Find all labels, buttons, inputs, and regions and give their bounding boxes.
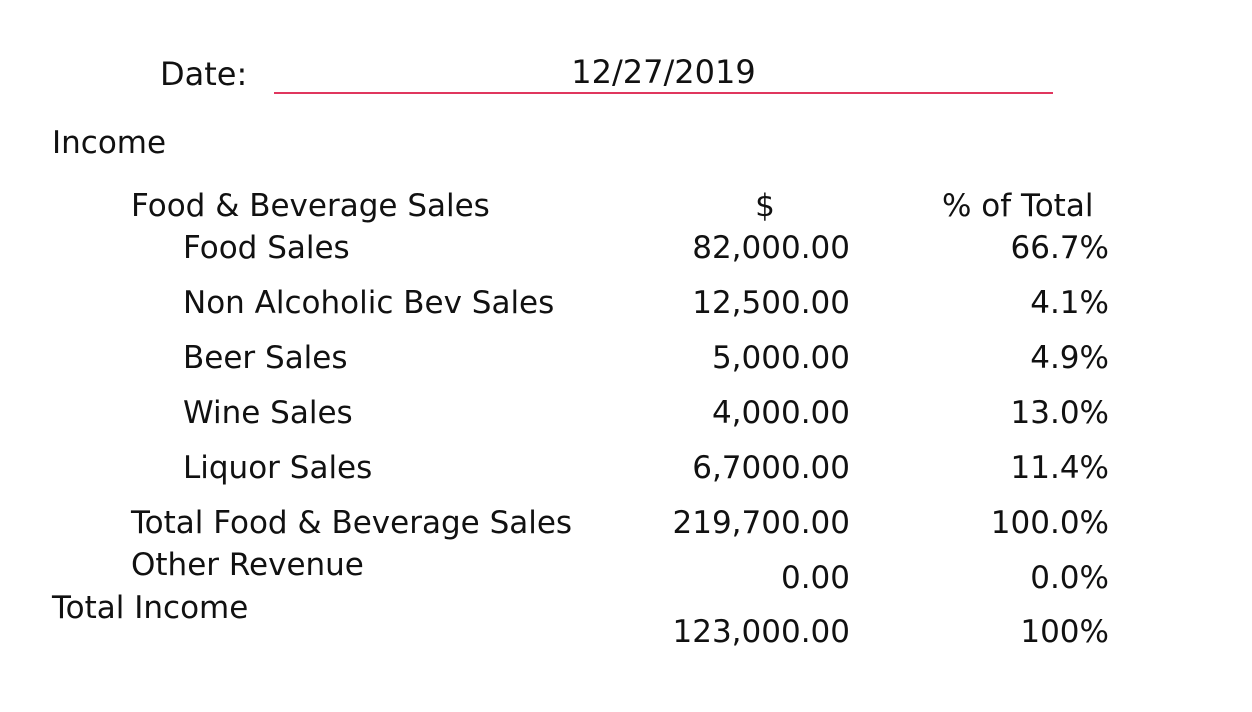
column-header-amount: $	[755, 188, 775, 224]
row-label-food-sales: Food Sales	[183, 230, 350, 266]
row-label-wine-sales: Wine Sales	[183, 395, 353, 431]
row-amount-beer-sales: 5,000.00	[711, 340, 850, 376]
row-percent-beer-sales: 4.9%	[1030, 340, 1109, 376]
row-percent-wine-sales: 13.0%	[1010, 395, 1109, 431]
date-underline	[274, 92, 1053, 94]
group-label-food-beverage: Food & Beverage Sales	[131, 188, 490, 224]
row-amount-wine-sales: 4,000.00	[711, 395, 850, 431]
total-income-amount: 123,000.00	[672, 614, 851, 650]
section-title-income: Income	[52, 125, 167, 161]
row-label-non-alcoholic-bev-sales: Non Alcoholic Bev Sales	[183, 285, 555, 321]
row-amount-liquor-sales: 6,7000.00	[692, 450, 850, 486]
row-percent-food-sales: 66.7%	[1010, 230, 1109, 266]
row-amount-food-sales: 82,000.00	[692, 230, 850, 266]
row-label-liquor-sales: Liquor Sales	[183, 450, 373, 486]
row-percent-liquor-sales: 11.4%	[1010, 450, 1109, 486]
date-value: 12/27/2019	[571, 53, 756, 91]
total-income-percent: 100%	[1020, 614, 1109, 650]
total-fb-label: Total Food & Beverage Sales	[131, 505, 573, 541]
row-percent-non-alcoholic-bev-sales: 4.1%	[1030, 285, 1109, 321]
row-amount-non-alcoholic-bev-sales: 12,500.00	[692, 285, 850, 321]
other-revenue-label: Other Revenue	[131, 547, 364, 583]
other-revenue-percent: 0.0%	[1030, 560, 1109, 596]
total-income-label: Total Income	[52, 590, 249, 626]
column-header-percent: % of Total	[942, 188, 1094, 224]
total-fb-percent: 100.0%	[990, 505, 1109, 541]
row-label-beer-sales: Beer Sales	[183, 340, 348, 376]
total-fb-amount: 219,700.00	[672, 505, 851, 541]
other-revenue-amount: 0.00	[780, 560, 850, 596]
date-label: Date:	[160, 55, 248, 93]
